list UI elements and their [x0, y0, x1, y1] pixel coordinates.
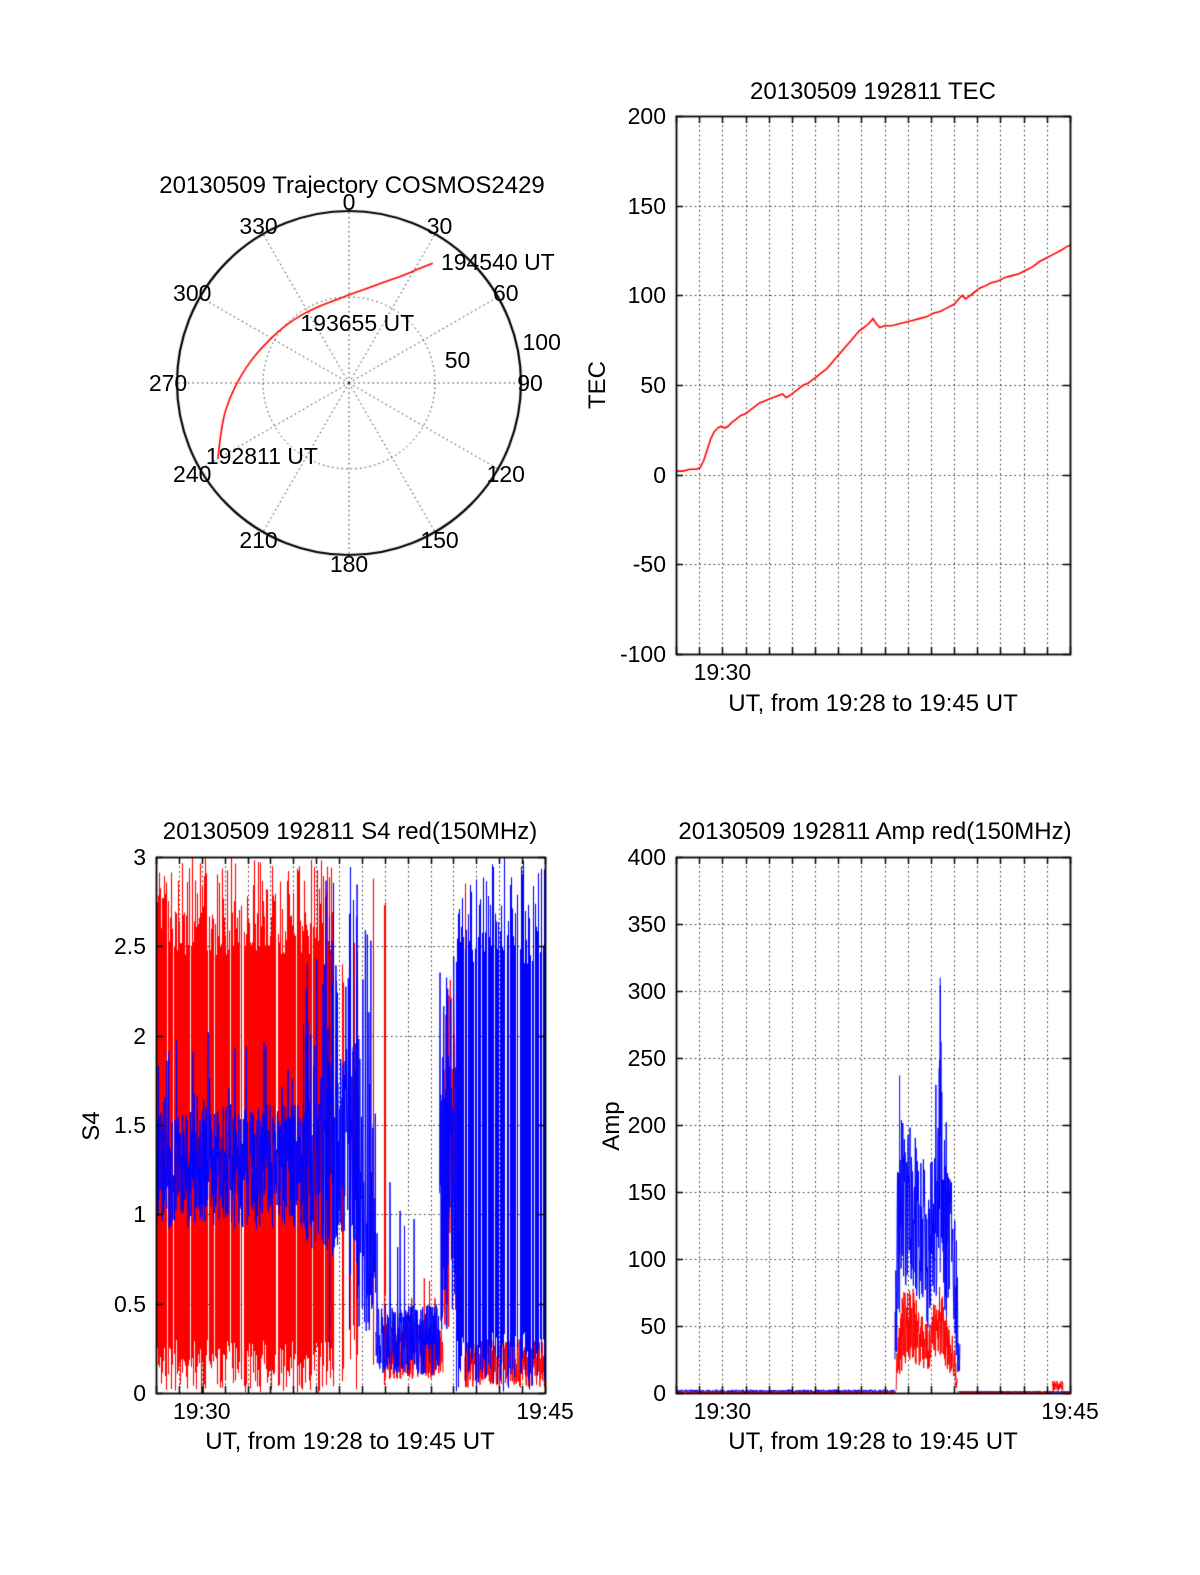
amp-y-axis-label: Amp: [598, 1101, 625, 1151]
amp-title: 20130509 192811 Amp red(150MHz): [678, 818, 1072, 845]
tec-y-axis-label: TEC: [584, 361, 611, 409]
s4-x-axis-label: UT, from 19:28 to 19:45 UT: [205, 1428, 495, 1455]
s4-y-axis-label: S4: [78, 1111, 105, 1141]
amp-x-axis-label: UT, from 19:28 to 19:45 UT: [728, 1428, 1018, 1455]
trajectory-title: 20130509 Trajectory COSMOS2429: [159, 172, 545, 199]
s4-title: 20130509 192811 S4 red(150MHz): [162, 818, 538, 845]
tec-x-axis-label: UT, from 19:28 to 19:45 UT: [728, 690, 1018, 717]
tec-title: 20130509 192811 TEC: [750, 78, 996, 105]
